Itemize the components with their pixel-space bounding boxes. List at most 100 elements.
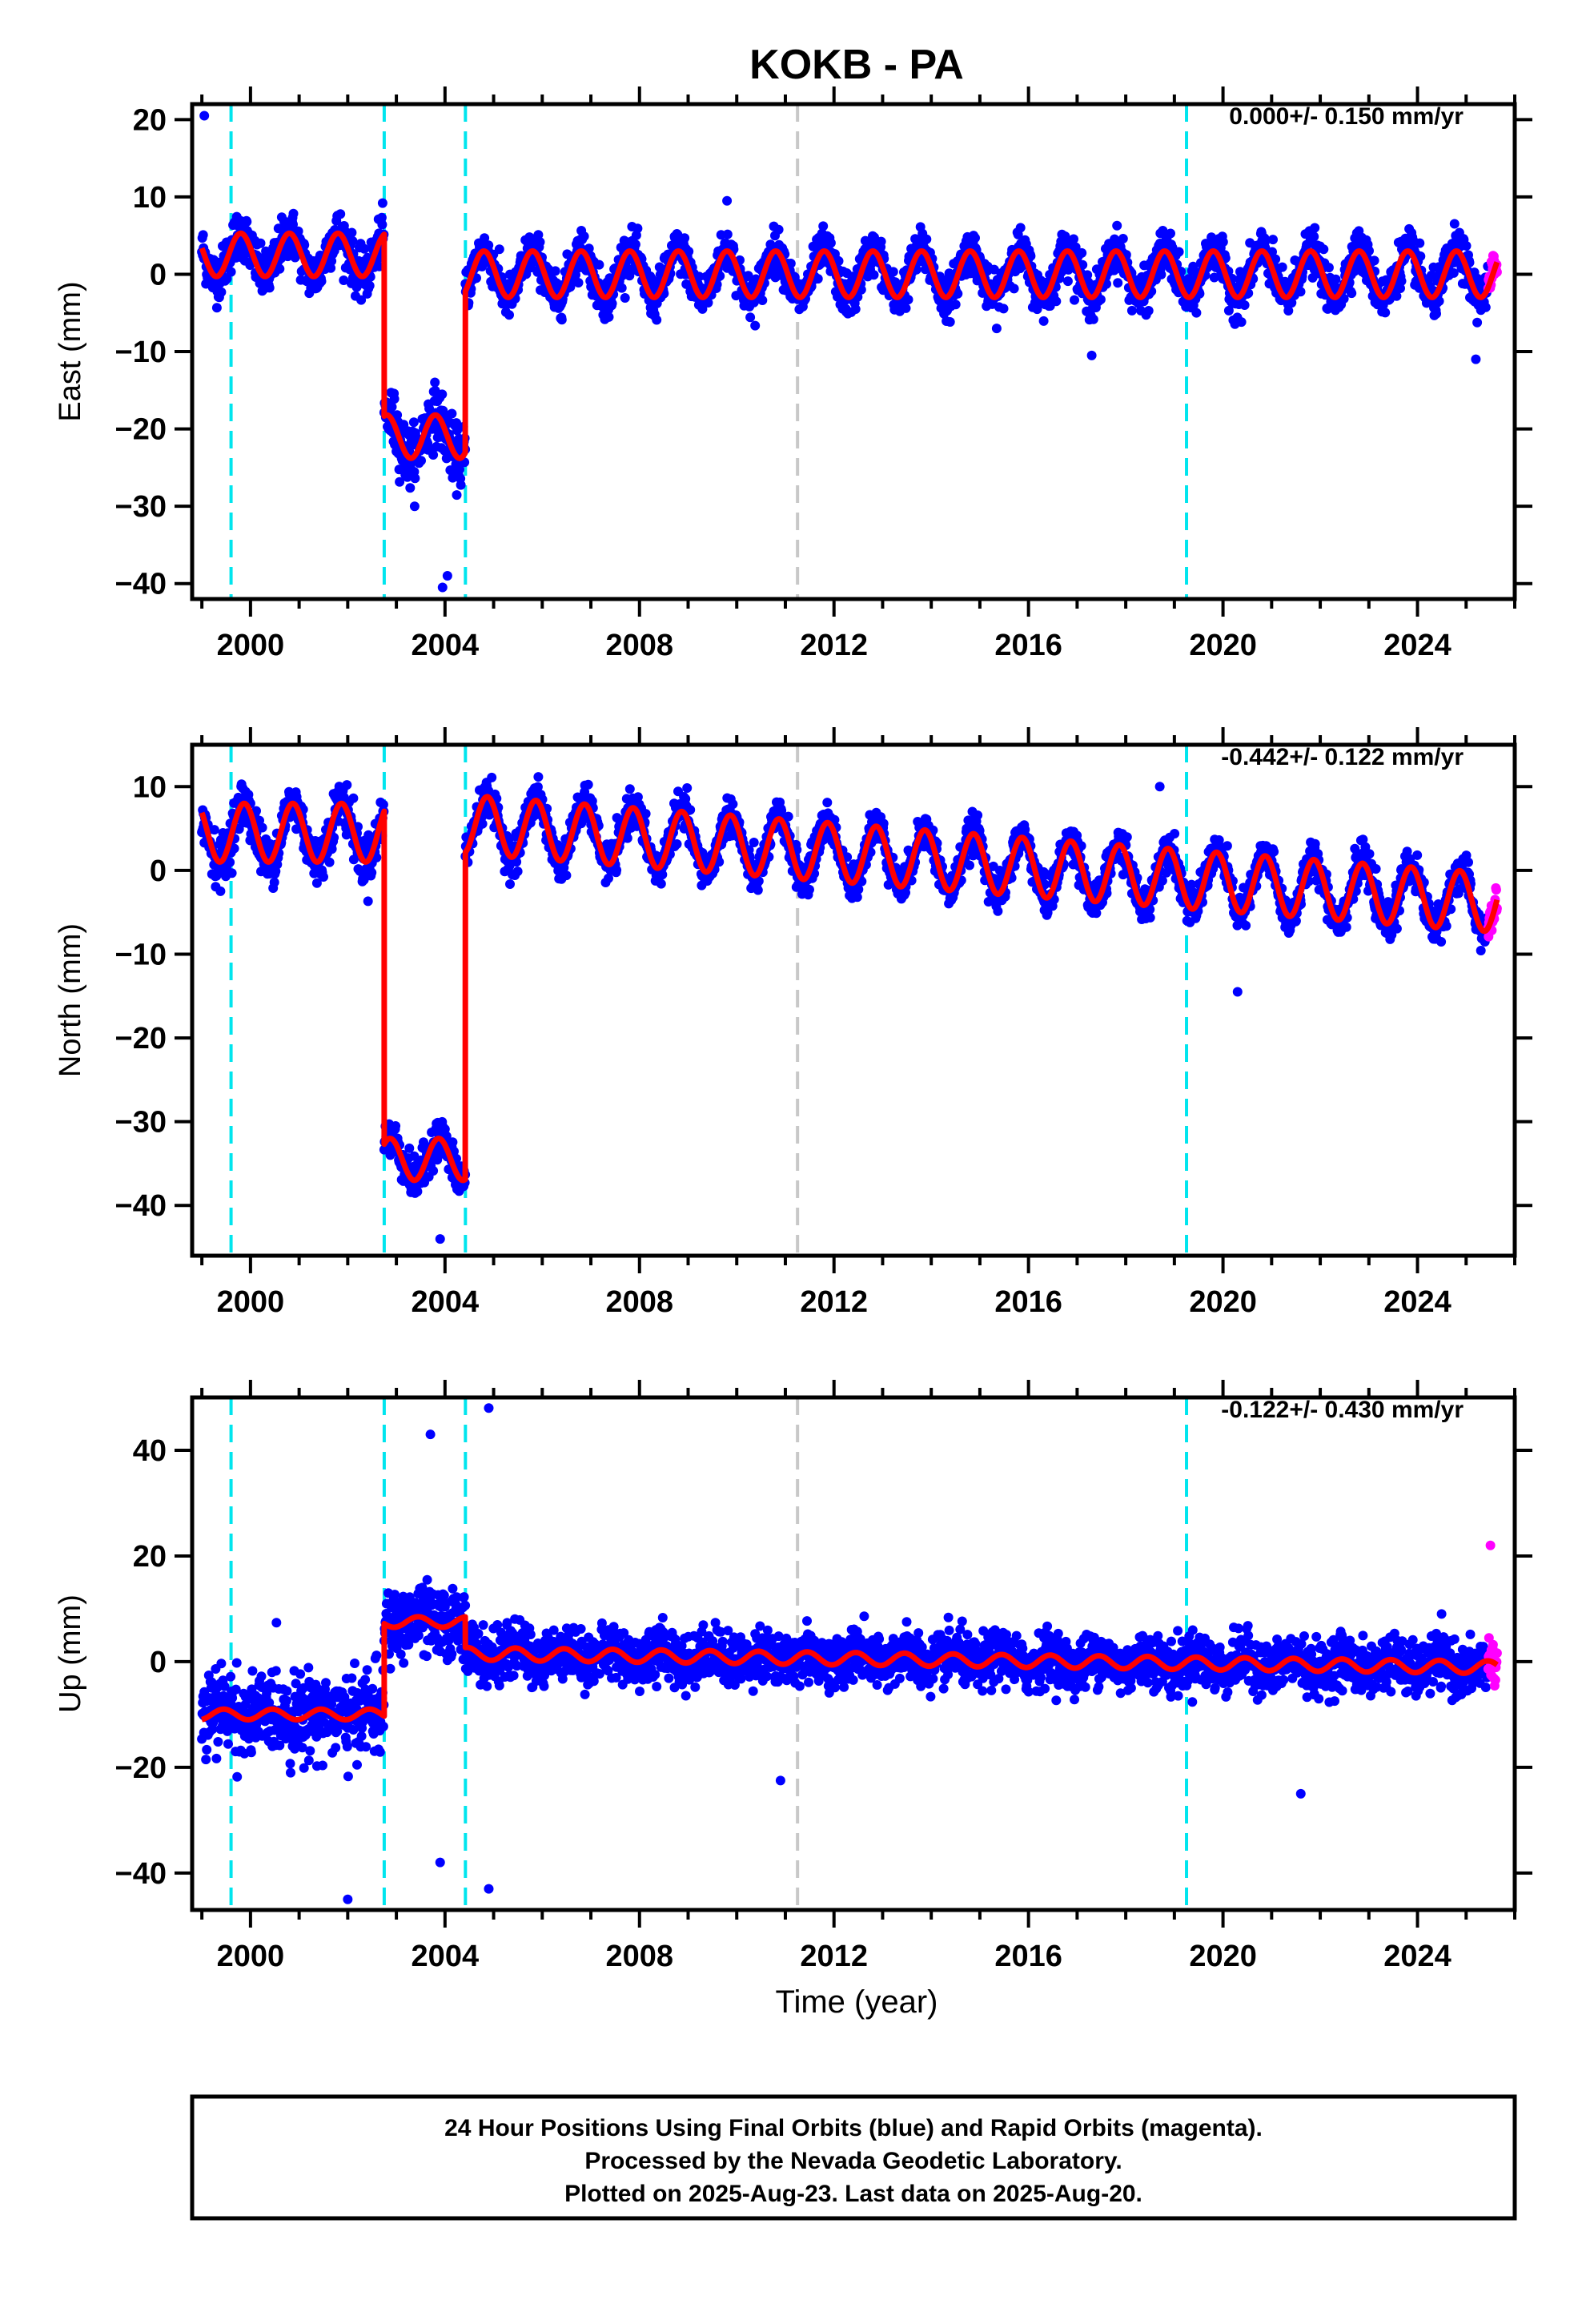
final-orbit-point [251,806,261,816]
final-orbit-point [452,490,462,501]
final-orbit-point [604,312,614,322]
final-orbit-point [339,275,349,285]
final-orbit-point [377,219,387,230]
final-orbit-point [288,219,298,230]
y-tick-label: −20 [115,413,167,447]
plot-frame [190,102,1517,601]
final-orbit-point [494,244,504,255]
final-orbit-point [616,283,627,293]
final-orbit-point [757,296,768,305]
x-tick-label: 2000 [217,629,285,662]
x-tick-label: 2020 [1189,629,1257,662]
final-orbit-point [327,844,337,854]
final-orbit-point [405,483,416,493]
final-orbit-point [1218,237,1228,247]
final-orbit-point [750,320,761,331]
final-orbit-point [1156,269,1166,279]
final-orbit-point [504,310,514,320]
final-orbit-point [1088,314,1098,324]
outlier-point [199,111,210,121]
final-orbit-point [316,276,327,287]
model-fit-line [199,230,1500,461]
final-orbit-point [632,223,643,234]
final-orbit-point [583,779,593,790]
x-tick-label: 2004 [412,629,480,662]
final-orbit-point [869,270,879,280]
outlier-point [1471,354,1481,364]
final-orbit-point [242,216,252,227]
final-orbit-point [921,234,932,244]
final-orbit-point [805,884,814,895]
final-orbit-point [376,212,387,223]
final-orbit-point [209,825,219,835]
final-orbit-point [825,238,836,248]
final-orbit-point [1038,316,1049,326]
final-orbit-point [410,473,420,484]
final-orbit-point [1287,298,1297,308]
final-orbit-point [1015,223,1026,233]
final-orbit-point [275,263,285,274]
final-orbit-point [416,456,426,466]
x-tick-label: 2016 [994,629,1062,662]
final-orbit-point [326,263,336,273]
final-orbit-point [1380,308,1391,318]
final-orbit-point [347,227,357,238]
final-orbit-point [1415,238,1425,248]
final-orbit-point [620,293,630,303]
final-orbit-point [991,324,1002,334]
final-orbit-point [377,198,387,208]
final-orbit-point [684,247,694,256]
final-orbit-point [1472,317,1483,328]
figure-title: KOKB - PA [749,42,964,88]
final-orbit-point [1239,300,1250,310]
final-orbit-point [1449,219,1460,229]
final-orbit-point [487,772,497,782]
final-orbit-point [888,267,898,277]
final-orbit-point [408,417,419,428]
final-orbit-point [533,230,544,240]
final-orbit-point [1369,255,1379,266]
final-orbit-point [455,464,464,475]
final-orbit-point [630,239,640,250]
final-orbit-point [324,857,335,867]
final-orbit-point [950,300,961,310]
final-orbit-point [1339,294,1349,304]
final-orbit-point [1143,306,1154,316]
final-orbit-point [456,480,466,490]
final-orbit-point [1461,241,1472,251]
final-orbit-point [299,240,310,250]
y-tick-label: −40 [115,568,167,601]
final-orbit-point [430,377,440,388]
final-orbit-point [387,402,397,412]
final-orbit-point [1323,263,1334,273]
final-orbit-point [363,896,373,907]
final-orbit-point [1396,276,1407,286]
final-orbit-point [389,394,400,404]
final-orbit-point [903,295,913,305]
final-orbit-point [813,274,823,284]
final-orbit-point [211,303,222,313]
final-orbit-point [288,208,299,219]
final-orbit-point [533,772,544,782]
y-axis-label: East (mm) [54,281,87,421]
final-orbit-point [269,877,279,887]
outlier-point [1086,350,1097,360]
final-orbit-point [356,295,367,305]
final-orbit-point [1078,259,1088,270]
east-panel: 2000 2004 2008 2012 2016 2020 202420100−10−20−… [54,86,1532,662]
x-tick-label: 2024 [1383,629,1452,662]
y-tick-label: 10 [133,181,167,215]
final-orbit-point [573,278,584,287]
final-orbit-point [293,226,303,236]
outlier-point [442,571,452,581]
final-orbit-point [945,317,955,327]
final-orbit-point [1283,306,1294,316]
final-orbit-point [822,798,833,808]
final-orbit-point [876,236,886,247]
final-orbit-point [584,243,594,254]
final-orbit-point [785,259,796,268]
final-orbit-point [556,315,567,325]
final-orbit-point [448,1137,458,1148]
final-orbit-point [1309,231,1319,242]
final-orbit-point [640,809,651,819]
